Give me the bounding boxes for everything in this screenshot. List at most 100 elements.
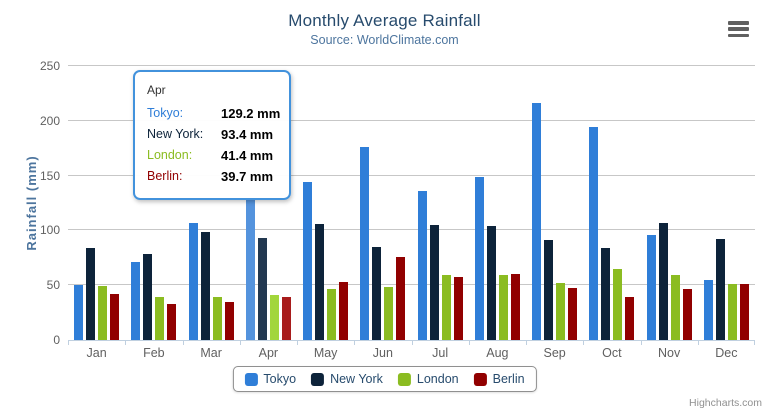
y-axis-title: Rainfall (mm) [24,155,39,251]
tooltip-series-value: 39.7 mm [221,169,274,184]
bar-new-york-jun[interactable] [372,247,382,340]
tooltip-series-value: 41.4 mm [221,148,274,163]
x-tick-label: Aug [486,346,509,360]
bar-berlin-jul[interactable] [453,277,463,340]
legend-swatch [244,372,258,386]
bar-berlin-jun[interactable] [396,257,406,340]
tooltip-row: Berlin: 39.7 mm [147,166,279,187]
bar-tokyo-jun[interactable] [360,147,370,340]
bar-berlin-feb[interactable] [167,303,177,340]
bar-tokyo-apr[interactable] [245,198,255,340]
y-tick-label: 250 [39,59,60,73]
bar-tokyo-dec[interactable] [703,280,713,340]
bar-new-york-may[interactable] [315,223,325,340]
tooltip-series-value: 93.4 mm [221,127,274,142]
x-tick-label: Apr [258,346,279,360]
bar-london-aug[interactable] [498,274,508,340]
legend: Tokyo New York London Berlin [232,366,537,392]
hamburger-bar [728,33,749,37]
bar-berlin-aug[interactable] [510,273,520,340]
y-tick-label: 100 [39,223,60,238]
bar-new-york-jul[interactable] [429,224,439,340]
x-axis-tick [640,340,642,345]
bar-new-york-nov[interactable] [658,223,668,340]
category-group-sep [526,66,583,340]
legend-label: Tokyo [263,372,297,386]
bar-london-jan[interactable] [98,286,108,340]
bar-london-jul[interactable] [441,275,451,340]
bar-london-feb[interactable] [155,297,165,340]
bar-tokyo-feb[interactable] [131,261,141,340]
chart-title: Monthly Average Rainfall [288,11,481,30]
bar-london-jun[interactable] [384,287,394,340]
bar-new-york-feb[interactable] [143,253,153,340]
tooltip-series-label: Berlin: [147,169,183,183]
x-axis-tick [468,340,470,345]
bar-tokyo-oct[interactable] [589,127,599,340]
tooltip: Apr Tokyo: 129.2 mm New York: 93.4 mm London… [133,70,291,200]
x-tick-label: Jun [372,346,393,360]
bar-london-mar[interactable] [212,296,222,340]
bar-new-york-oct[interactable] [601,248,611,340]
bar-berlin-jan[interactable] [110,293,120,340]
bar-tokyo-jan[interactable] [74,285,84,340]
bar-berlin-mar[interactable] [224,302,234,340]
legend-label: New York [330,372,383,386]
hamburger-bar [728,27,749,31]
credits-link[interactable]: Highcharts.com [689,397,762,409]
bar-berlin-nov[interactable] [682,288,692,340]
x-axis-tick [411,340,413,345]
category-group-dec [698,66,755,340]
bar-london-sep[interactable] [556,282,566,340]
bar-berlin-apr[interactable] [281,296,291,340]
legend-label: London [416,372,459,386]
bar-berlin-may[interactable] [339,282,349,340]
bar-london-dec[interactable] [727,283,737,340]
bar-london-apr[interactable] [269,294,279,340]
bar-tokyo-mar[interactable] [188,223,198,340]
bar-tokyo-nov[interactable] [646,235,656,340]
y-tick-label: 0 [53,333,60,347]
x-axis-tick [583,340,585,345]
category-group-nov [641,66,698,340]
legend-swatch [311,372,325,386]
gridline-250 [68,65,755,66]
bar-tokyo-aug[interactable] [474,177,484,340]
tooltip-series-value: 129.2 mm [221,106,281,121]
x-axis-tick [239,340,241,345]
hamburger-bar [728,21,749,25]
bar-london-may[interactable] [327,288,337,340]
legend-swatch [397,372,411,386]
bar-tokyo-jul[interactable] [417,191,427,340]
category-group-jun [354,66,411,340]
x-axis-tick [697,340,699,345]
bar-new-york-aug[interactable] [486,225,496,340]
x-tick-label: Jan [86,346,107,360]
x-tick-label: Oct [602,346,622,360]
bar-new-york-apr[interactable] [257,237,267,340]
x-tick-label: Jul [432,346,449,360]
category-group-feb [125,66,182,340]
hamburger-menu-icon[interactable] [728,21,750,37]
bar-berlin-dec[interactable] [739,284,749,340]
bar-tokyo-may[interactable] [303,182,313,340]
x-axis-tick [526,340,527,345]
bar-london-oct[interactable] [613,268,623,340]
bar-new-york-jan[interactable] [86,248,96,340]
legend-item-new-york[interactable]: New York [311,372,383,386]
x-axis-tick [754,340,755,345]
bar-tokyo-sep[interactable] [532,102,542,340]
legend-item-tokyo[interactable]: Tokyo [244,372,296,386]
legend-item-berlin[interactable]: Berlin [473,372,525,386]
x-axis-tick [125,340,127,345]
bar-london-nov[interactable] [670,275,680,340]
bar-new-york-sep[interactable] [544,240,554,340]
legend-item-london[interactable]: London [397,372,459,386]
gridline-100 [68,229,755,231]
gridline-200 [68,119,755,121]
bar-berlin-sep[interactable] [568,287,578,340]
legend-label: Berlin [492,372,525,386]
bar-new-york-dec[interactable] [715,238,725,340]
bar-berlin-oct[interactable] [625,297,635,340]
bar-new-york-mar[interactable] [200,232,210,340]
